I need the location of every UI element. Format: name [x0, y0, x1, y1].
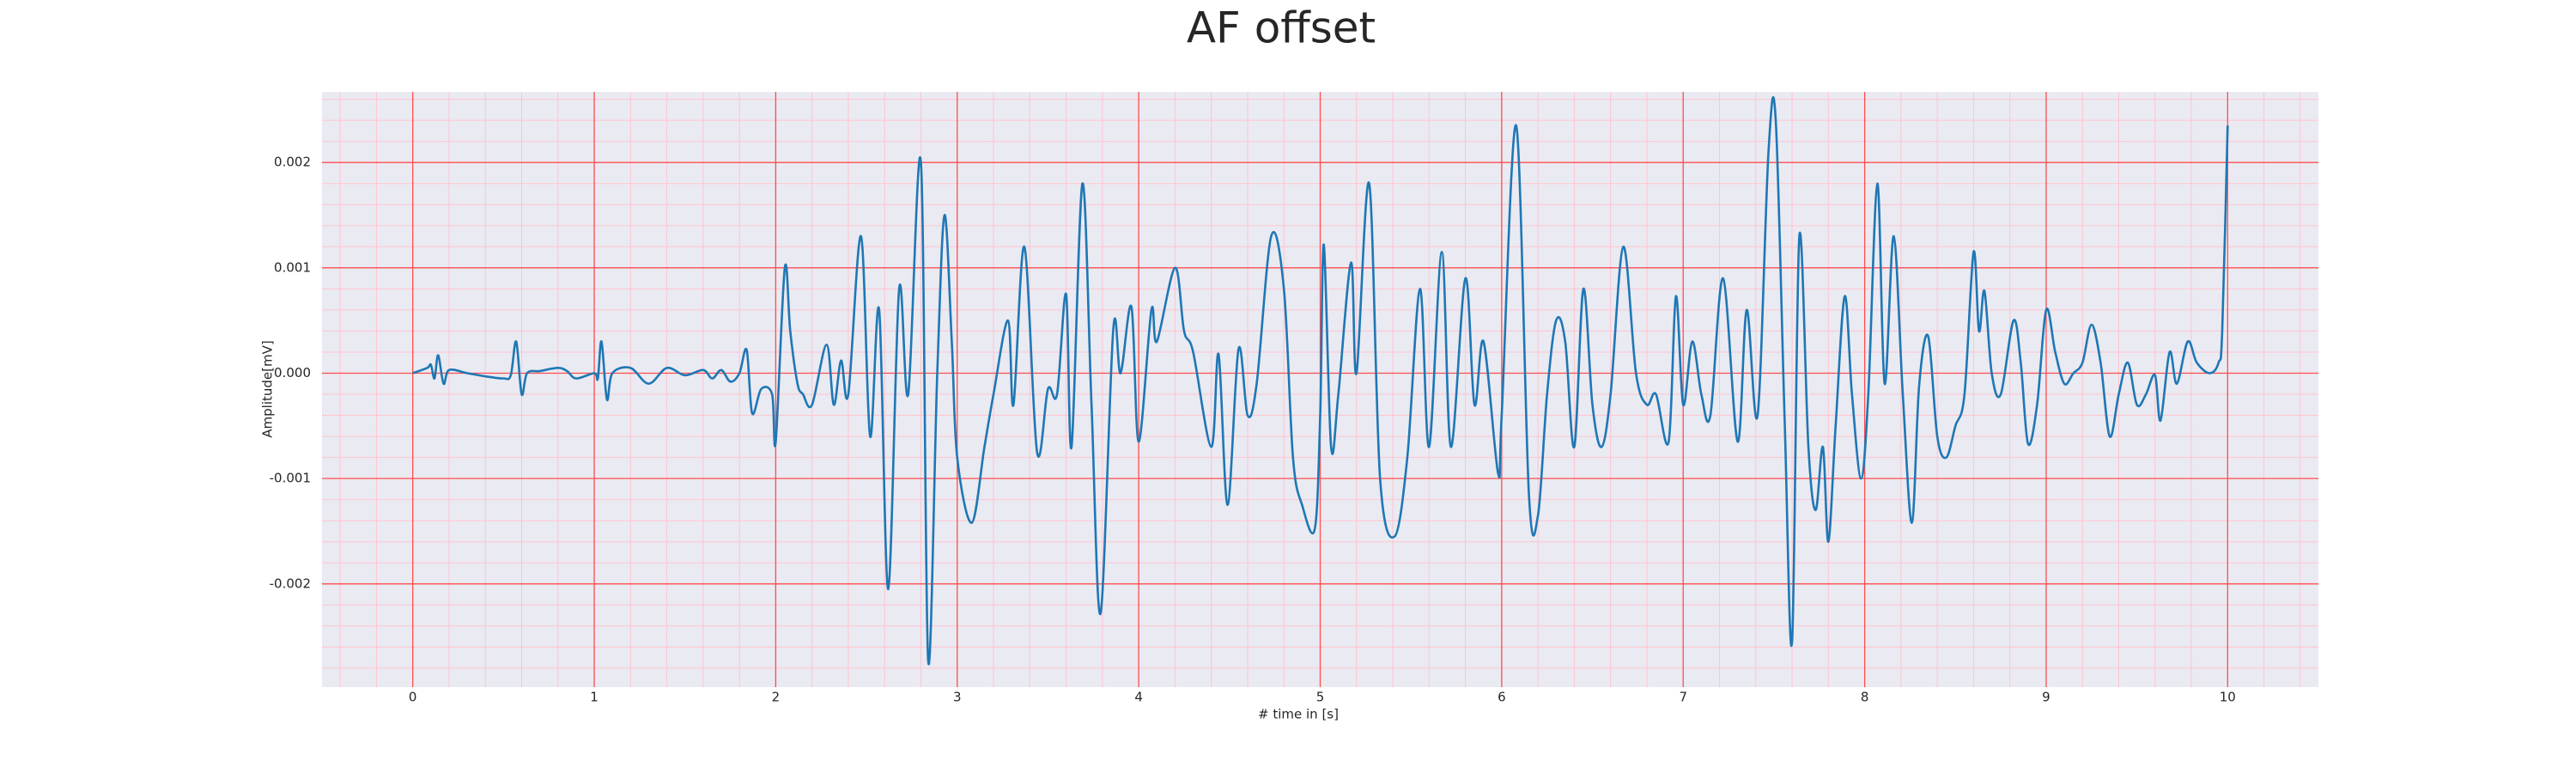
x-axis-label: # time in [s] [1258, 707, 1339, 722]
x-tick-label: 3 [953, 690, 962, 705]
y-tick-label: -0.001 [270, 471, 311, 486]
x-tick-label: 4 [1134, 690, 1143, 705]
x-tick-label: 9 [2042, 690, 2050, 705]
y-tick-label: 0.001 [274, 259, 311, 275]
x-tick-label: 8 [1861, 690, 1869, 705]
line-series [412, 96, 2229, 666]
x-tick-label: 7 [1679, 690, 1687, 705]
y-tick-label: 0.000 [274, 365, 311, 380]
x-tick-label: 5 [1316, 690, 1325, 705]
y-tick-label: 0.002 [274, 155, 311, 170]
x-tick-label: 2 [772, 690, 781, 705]
x-tick-label: 1 [590, 690, 598, 705]
y-axis-label: Amplitude[mV] [260, 340, 276, 437]
x-tick-label: 6 [1498, 690, 1506, 705]
x-tick-label: 10 [2220, 690, 2236, 705]
x-tick-label: 0 [409, 690, 417, 705]
y-tick-label: -0.002 [270, 575, 311, 591]
chart-title: AF offset [1187, 3, 1376, 53]
